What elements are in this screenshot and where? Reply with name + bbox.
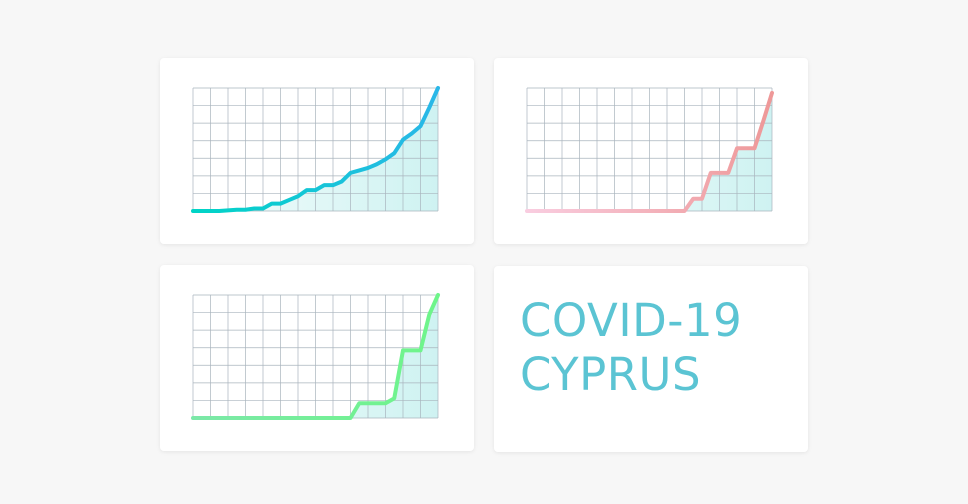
series-line — [191, 293, 440, 420]
series-line — [191, 86, 440, 213]
chart-card-2 — [494, 58, 808, 244]
chart-card-1 — [160, 58, 474, 244]
line-chart-2 — [525, 87, 774, 213]
chart-card-3 — [160, 265, 474, 451]
title-line-1: COVID-19 — [520, 294, 743, 347]
line-chart-1 — [191, 86, 440, 213]
title-card: COVID-19 CYPRUS — [494, 266, 808, 452]
line-chart-3 — [191, 293, 440, 420]
chart-grid — [192, 87, 439, 212]
series-line — [525, 90, 774, 213]
chart-area-fill — [193, 88, 438, 211]
page-title: COVID-19 CYPRUS — [520, 294, 742, 402]
title-line-2: CYPRUS — [520, 348, 702, 401]
chart-area-fill — [527, 92, 772, 211]
chart-area-fill — [193, 295, 438, 418]
